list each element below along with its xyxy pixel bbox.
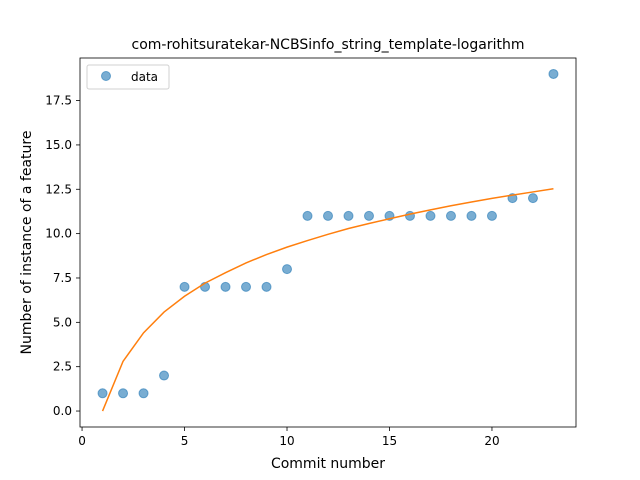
y-tick-label: 12.5	[45, 182, 72, 196]
legend: data	[86, 64, 170, 90]
x-axis-label: Commit number	[271, 456, 385, 472]
data-point	[179, 281, 190, 292]
data-point	[445, 210, 456, 221]
y-tick-label: 15.0	[45, 138, 72, 152]
data-point	[486, 210, 497, 221]
data-point	[363, 210, 374, 221]
y-tick-label: 7.5	[53, 271, 72, 285]
chart-title: com-rohitsuratekar-NCBSinfo_string_templ…	[132, 37, 525, 53]
data-point	[159, 370, 170, 381]
x-tick-label: 20	[484, 434, 499, 448]
plot-frame	[79, 57, 577, 428]
x-tick-label: 15	[382, 434, 397, 448]
legend-label-data: data	[131, 70, 158, 84]
data-point	[241, 281, 252, 292]
y-tick-label: 10.0	[45, 227, 72, 241]
data-point	[302, 210, 313, 221]
x-tick-label: 0	[78, 434, 86, 448]
x-tick-label: 5	[181, 434, 189, 448]
data-point	[323, 210, 333, 221]
legend-box	[86, 64, 170, 90]
chart-marks	[97, 68, 559, 412]
data-point	[343, 210, 354, 221]
data-point	[261, 281, 272, 292]
y-axis-ticks: 0.0 2.5 5.0 7.5 10.0 12.5 15.0 17.5	[45, 94, 80, 418]
data-point	[97, 388, 108, 399]
data-point	[548, 68, 559, 79]
y-axis-label: Number of instance of a feature	[19, 131, 35, 355]
data-point	[425, 210, 436, 221]
x-tick-label: 10	[279, 434, 294, 448]
data-point	[220, 281, 231, 292]
y-tick-label: 2.5	[53, 360, 72, 374]
data-point	[282, 264, 293, 275]
plot-area	[80, 58, 576, 427]
data-point	[118, 388, 129, 399]
axes	[79, 57, 577, 428]
data-point	[138, 388, 149, 399]
data-point	[527, 193, 538, 204]
plot-background	[80, 58, 576, 427]
fit-line	[101, 188, 554, 412]
x-axis-ticks: 0 5 10 15 20	[78, 427, 500, 448]
y-tick-label: 5.0	[53, 315, 72, 329]
y-tick-label: 17.5	[45, 94, 72, 108]
y-tick-label: 0.0	[53, 404, 72, 418]
data-point	[466, 210, 477, 221]
legend-marker-data	[101, 71, 111, 81]
